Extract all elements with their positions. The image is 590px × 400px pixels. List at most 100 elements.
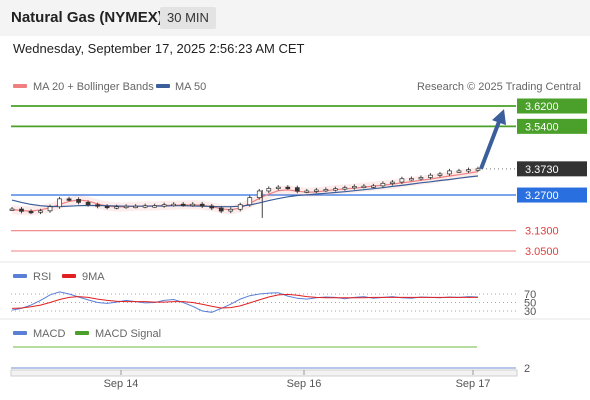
candle-body <box>171 203 177 207</box>
price-series <box>9 109 506 218</box>
legend-label-ma50: MA 50 <box>175 81 206 93</box>
candle-body <box>190 203 196 207</box>
x-axis: Sep 14 Sep 16 Sep 17 <box>104 370 491 390</box>
candle-body <box>313 189 319 192</box>
rsi-level-label: 50 <box>524 298 536 310</box>
candle-body <box>57 198 62 208</box>
x-tick-label: Sep 14 <box>104 378 139 390</box>
legend-swatch-ma50 <box>156 84 170 88</box>
candle-body <box>114 206 119 209</box>
datetime-label: Wednesday, September 17, 2025 2:56:23 AM… <box>13 41 305 56</box>
price-label-support: 3.0500 <box>525 246 559 258</box>
candle-body <box>133 205 138 209</box>
candle-body <box>142 205 148 208</box>
macd-legend: MACD MACD Signal <box>13 328 161 340</box>
candle-body <box>418 177 424 180</box>
candle-body <box>342 187 348 190</box>
price-label-last: 3.3730 <box>525 164 559 176</box>
macd-axis-label: 2 <box>524 363 530 375</box>
candle-body <box>304 190 310 193</box>
candle-body <box>285 186 291 189</box>
series-line-rsi <box>11 291 479 313</box>
candle-body <box>76 199 81 203</box>
candle-body <box>47 206 53 212</box>
candle-body <box>123 205 129 209</box>
main-legend: MA 20 + Bollinger Bands MA 50 <box>13 81 206 93</box>
legend-swatch-macd <box>13 331 27 335</box>
timeframe-badge[interactable]: 30 MIN <box>160 7 216 29</box>
candle-body <box>9 208 15 211</box>
candle-body <box>19 208 24 212</box>
candle-body <box>332 188 338 191</box>
candle-body <box>323 189 329 192</box>
watermark: Research © 2025 Trading Central <box>417 81 581 93</box>
chart-header: Natural Gas (NYMEX) 30 MIN <box>0 0 590 36</box>
candle-body <box>428 174 433 178</box>
legend-label-macd: MACD <box>33 328 65 340</box>
price-label-resistance-bg <box>517 98 587 114</box>
candle-body <box>104 205 110 209</box>
legend-label-rsi: RSI <box>33 271 51 283</box>
candle-body <box>66 198 72 201</box>
candle-body <box>266 188 272 192</box>
candle-body <box>218 207 224 212</box>
price-levels <box>11 105 516 252</box>
rsi-series <box>11 291 479 313</box>
legend-label-9ma: 9MA <box>82 271 105 283</box>
candle-body <box>447 170 452 175</box>
candle-body <box>228 208 234 212</box>
x-axis-scrollbar <box>10 369 518 377</box>
x-tick-label: Sep 16 <box>287 378 322 390</box>
legend-swatch-9ma <box>62 274 76 278</box>
candle-body <box>437 173 443 176</box>
legend-swatch-macd-signal <box>75 331 89 335</box>
candle-body <box>180 203 186 207</box>
candle-body <box>95 204 100 207</box>
rsi-level-label: 70 <box>524 289 536 301</box>
candle-body <box>275 186 281 189</box>
rsi-level-label: 30 <box>524 306 536 318</box>
legend-label-ma20: MA 20 + Bollinger Bands <box>33 81 154 93</box>
candle-body <box>399 178 405 183</box>
candle-body <box>352 186 357 189</box>
legend-label-macd-signal: MACD Signal <box>95 328 161 340</box>
candle-body <box>199 203 205 207</box>
price-label-resistance: 3.5400 <box>525 121 559 133</box>
candle-body <box>28 210 34 214</box>
candle-body <box>380 182 386 187</box>
price-label-last-bg <box>517 161 587 177</box>
price-label-pivot: 3.2700 <box>525 190 559 202</box>
candle-body <box>85 202 91 206</box>
candle-body <box>209 205 215 209</box>
x-tick-label: Sep 17 <box>456 378 491 390</box>
candle-body <box>237 204 243 210</box>
forecast-arrow-head <box>492 109 506 126</box>
price-label-support: 3.1300 <box>525 226 559 238</box>
price-labels: 3.6200 3.5400 3.3730 3.2700 3.1300 3.0500 <box>517 98 587 258</box>
candle-body <box>152 205 158 208</box>
candle-body <box>361 185 367 188</box>
instrument-title: Natural Gas (NYMEX) <box>11 9 163 26</box>
legend-swatch-rsi <box>13 274 27 278</box>
candle-body <box>409 178 414 181</box>
series-line-9ma <box>11 293 478 309</box>
legend-swatch-ma20 <box>13 84 27 88</box>
candle-body <box>371 185 376 188</box>
candle-body <box>161 204 167 207</box>
price-label-pivot-bg <box>517 187 587 203</box>
candle-body <box>475 168 481 171</box>
candle-body <box>294 187 300 192</box>
candle-body <box>456 170 462 173</box>
candle-body <box>247 197 253 206</box>
series-line-ma50 <box>11 175 479 208</box>
candle-body <box>390 181 395 184</box>
rsi-legend: RSI 9MA <box>13 271 105 283</box>
forecast-arrow-shaft <box>479 118 502 170</box>
candle-body <box>466 169 471 172</box>
price-label-resistance-bg <box>517 118 587 134</box>
price-label-resistance: 3.6200 <box>525 101 559 113</box>
candle-body <box>38 210 43 213</box>
bollinger-band-area <box>12 167 478 216</box>
candle-body <box>256 190 262 198</box>
